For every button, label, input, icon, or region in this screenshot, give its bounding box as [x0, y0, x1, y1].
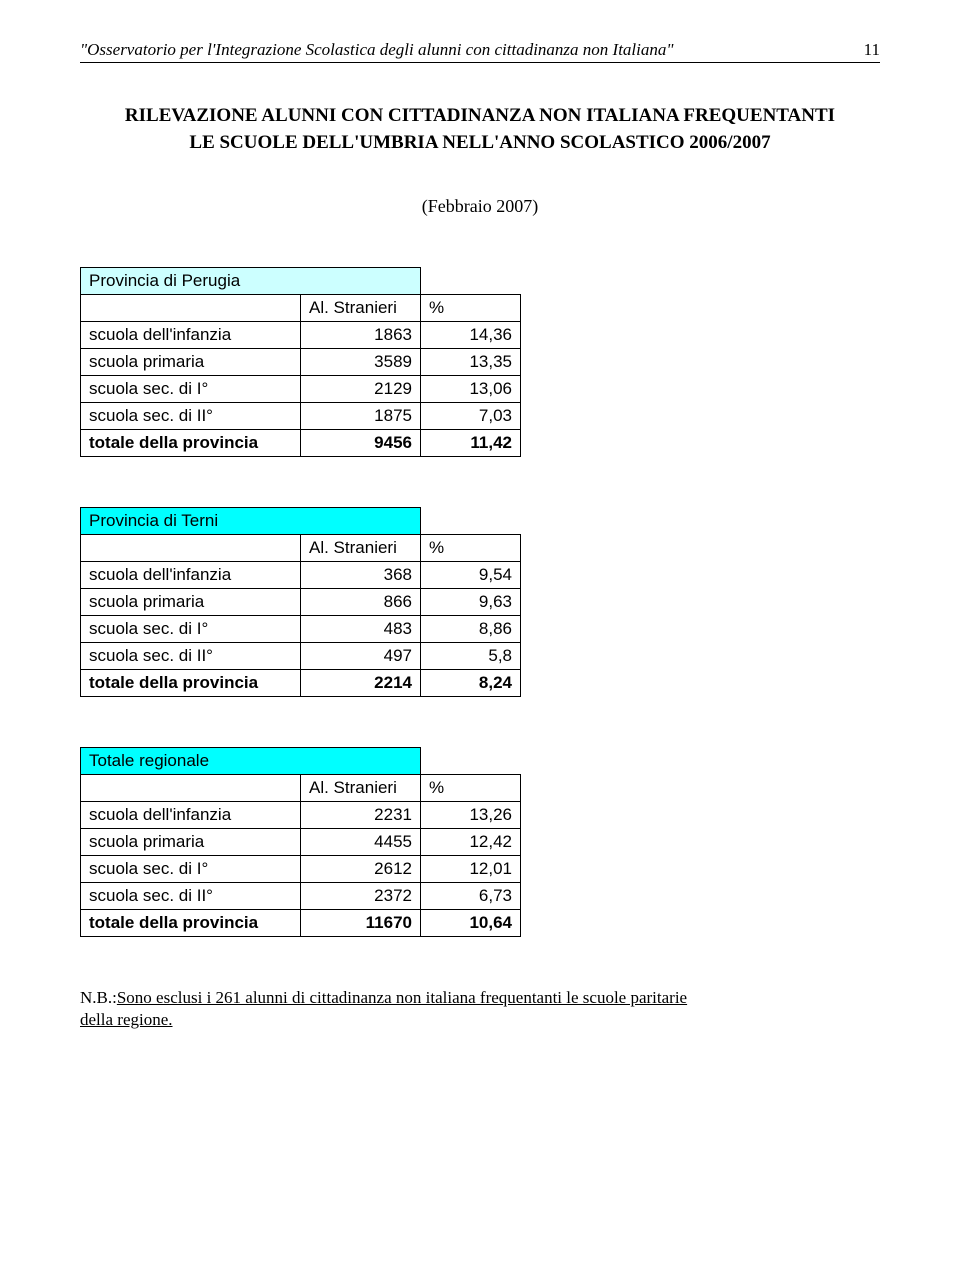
running-header: "Osservatorio per l'Integrazione Scolast… — [80, 40, 880, 63]
row-label: scuola sec. di II° — [81, 403, 301, 430]
row-value-count: 4455 — [301, 829, 421, 856]
table-row: scuola primaria358913,35 — [81, 349, 521, 376]
row-value-count: 3589 — [301, 349, 421, 376]
row-label: scuola primaria — [81, 349, 301, 376]
total-value-count: 9456 — [301, 430, 421, 457]
table-row: scuola sec. di I°212913,06 — [81, 376, 521, 403]
row-label: scuola primaria — [81, 829, 301, 856]
page-number: 11 — [864, 40, 880, 60]
row-value-count: 483 — [301, 616, 421, 643]
table-row: scuola sec. di I°261212,01 — [81, 856, 521, 883]
header-empty — [81, 535, 301, 562]
row-value-percent: 6,73 — [421, 883, 521, 910]
footnote: N.B.:Sono esclusi i 261 alunni di cittad… — [80, 987, 880, 1031]
row-label: scuola sec. di I° — [81, 376, 301, 403]
total-value-count: 2214 — [301, 670, 421, 697]
title-line-1: RILEVAZIONE ALUNNI CON CITTADINANZA NON … — [125, 105, 835, 126]
total-value-percent: 10,64 — [421, 910, 521, 937]
total-row: totale della provincia22148,24 — [81, 670, 521, 697]
footnote-line-2: della regione. — [80, 1010, 173, 1029]
row-value-count: 2372 — [301, 883, 421, 910]
row-value-count: 2612 — [301, 856, 421, 883]
table-row: scuola sec. di II°23726,73 — [81, 883, 521, 910]
row-value-percent: 13,35 — [421, 349, 521, 376]
row-label: scuola sec. di I° — [81, 616, 301, 643]
row-value-percent: 13,26 — [421, 802, 521, 829]
row-value-count: 1875 — [301, 403, 421, 430]
col-header-percent: % — [421, 775, 521, 802]
row-value-count: 2129 — [301, 376, 421, 403]
total-row: totale della provincia1167010,64 — [81, 910, 521, 937]
table-title: Provincia di Terni — [81, 508, 421, 535]
total-value-count: 11670 — [301, 910, 421, 937]
table-block: Totale regionaleAl. Stranieri%scuola del… — [80, 747, 880, 937]
total-label: totale della provincia — [81, 910, 301, 937]
row-label: scuola dell'infanzia — [81, 802, 301, 829]
tables-container: Provincia di PerugiaAl. Stranieri%scuola… — [80, 267, 880, 937]
row-value-percent: 13,06 — [421, 376, 521, 403]
total-value-percent: 11,42 — [421, 430, 521, 457]
total-label: totale della provincia — [81, 670, 301, 697]
row-value-percent: 12,01 — [421, 856, 521, 883]
col-header-percent: % — [421, 535, 521, 562]
document-subtitle: (Febbraio 2007) — [80, 196, 880, 217]
table-row: scuola sec. di II°18757,03 — [81, 403, 521, 430]
row-value-percent: 7,03 — [421, 403, 521, 430]
header-empty — [81, 775, 301, 802]
title-line-2: LE SCUOLE DELL'UMBRIA NELL'ANNO SCOLASTI… — [189, 132, 770, 153]
row-value-percent: 12,42 — [421, 829, 521, 856]
table-row: scuola primaria445512,42 — [81, 829, 521, 856]
table-row: scuola dell'infanzia223113,26 — [81, 802, 521, 829]
total-value-percent: 8,24 — [421, 670, 521, 697]
total-row: totale della provincia945611,42 — [81, 430, 521, 457]
row-value-count: 866 — [301, 589, 421, 616]
header-empty — [81, 295, 301, 322]
col-header-stranieri: Al. Stranieri — [301, 295, 421, 322]
row-value-percent: 14,36 — [421, 322, 521, 349]
table-block: Provincia di PerugiaAl. Stranieri%scuola… — [80, 267, 880, 457]
row-value-percent: 9,63 — [421, 589, 521, 616]
table-row: scuola dell'infanzia3689,54 — [81, 562, 521, 589]
data-table: Provincia di TerniAl. Stranieri%scuola d… — [80, 507, 521, 697]
table-row: scuola sec. di I°4838,86 — [81, 616, 521, 643]
header-title: "Osservatorio per l'Integrazione Scolast… — [80, 40, 674, 60]
table-block: Provincia di TerniAl. Stranieri%scuola d… — [80, 507, 880, 697]
row-value-count: 1863 — [301, 322, 421, 349]
row-value-percent: 8,86 — [421, 616, 521, 643]
row-value-percent: 9,54 — [421, 562, 521, 589]
row-value-count: 2231 — [301, 802, 421, 829]
table-row: scuola primaria8669,63 — [81, 589, 521, 616]
footnote-line-1: Sono esclusi i 261 alunni di cittadinanz… — [117, 988, 687, 1007]
row-label: scuola sec. di II° — [81, 643, 301, 670]
total-label: totale della provincia — [81, 430, 301, 457]
document-title: RILEVAZIONE ALUNNI CON CITTADINANZA NON … — [80, 103, 880, 156]
row-value-count: 497 — [301, 643, 421, 670]
table-title: Provincia di Perugia — [81, 268, 421, 295]
data-table: Totale regionaleAl. Stranieri%scuola del… — [80, 747, 521, 937]
table-row: scuola sec. di II°4975,8 — [81, 643, 521, 670]
row-label: scuola sec. di II° — [81, 883, 301, 910]
row-label: scuola dell'infanzia — [81, 562, 301, 589]
col-header-percent: % — [421, 295, 521, 322]
data-table: Provincia di PerugiaAl. Stranieri%scuola… — [80, 267, 521, 457]
row-label: scuola sec. di I° — [81, 856, 301, 883]
row-value-percent: 5,8 — [421, 643, 521, 670]
footnote-prefix: N.B.: — [80, 988, 117, 1007]
row-label: scuola primaria — [81, 589, 301, 616]
row-label: scuola dell'infanzia — [81, 322, 301, 349]
col-header-stranieri: Al. Stranieri — [301, 535, 421, 562]
table-row: scuola dell'infanzia186314,36 — [81, 322, 521, 349]
col-header-stranieri: Al. Stranieri — [301, 775, 421, 802]
table-title: Totale regionale — [81, 748, 421, 775]
row-value-count: 368 — [301, 562, 421, 589]
